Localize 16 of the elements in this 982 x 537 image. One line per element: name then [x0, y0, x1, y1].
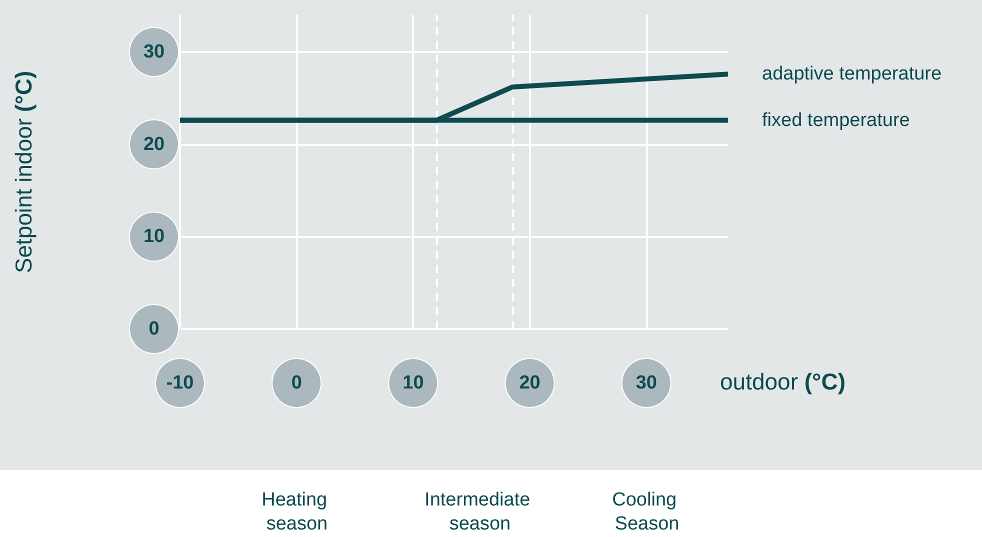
y-tick-label: 20: [143, 134, 165, 155]
x-tick-label: -10: [166, 372, 194, 394]
y-axis-title: Setpoint indoor (°C): [10, 70, 36, 274]
x-tick-label: 10: [402, 372, 424, 394]
text: Intermediate season: [424, 490, 536, 534]
x-axis-title: outdoor (°C): [720, 368, 846, 394]
x-tick-label: 0: [291, 372, 302, 394]
y-tick-label: 10: [143, 226, 165, 248]
x-tick-label: 30: [636, 372, 657, 394]
y-tick-label: 0: [148, 318, 160, 340]
x-tick-label: 20: [519, 372, 540, 394]
series-label: fixed temperature: [762, 110, 910, 131]
y-tick-label: 30: [143, 41, 165, 62]
text: Cooling Season: [612, 490, 682, 534]
series-label: adaptive temperature: [762, 64, 942, 85]
text: Heating season: [262, 490, 332, 534]
